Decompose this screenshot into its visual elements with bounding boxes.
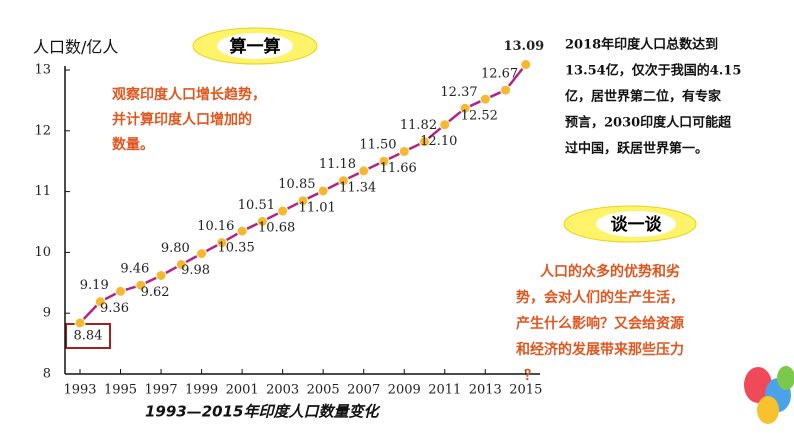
chart-title: 1993—2015年印度人口数量变化 — [145, 403, 380, 421]
data-point — [115, 285, 127, 297]
x-tick-label: 2015 — [509, 383, 542, 398]
data-label: 11.34 — [339, 180, 376, 195]
data-point — [135, 279, 147, 291]
data-label: 9.36 — [100, 301, 129, 316]
data-point — [418, 136, 430, 148]
text-line: 亿，居世界第二位，有专家 — [565, 89, 722, 105]
data-point — [479, 93, 491, 105]
data-point — [317, 185, 329, 197]
data-label: 11.82 — [400, 118, 437, 133]
data-point — [459, 102, 471, 114]
balloon — [744, 367, 772, 403]
text-line: 13.54亿，仅次于我国的4.15 — [565, 63, 741, 79]
data-label: 10.35 — [218, 241, 255, 256]
data-point — [439, 119, 451, 131]
data-label: 12.52 — [461, 109, 498, 124]
data-label: 13.09 — [503, 39, 544, 54]
data-label: 9.62 — [141, 285, 170, 300]
data-label: 12.67 — [481, 67, 518, 82]
data-label: 9.19 — [80, 278, 109, 293]
data-label: 9.46 — [120, 262, 149, 277]
text-line: 预言，2030印度人口可能超 — [565, 115, 732, 131]
badge-inner — [217, 33, 293, 59]
x-tick-label: 2009 — [388, 383, 421, 398]
data-point — [337, 175, 349, 187]
x-tick-label: 1995 — [104, 383, 137, 398]
text-line: 并计算印度人口增加的 — [112, 111, 252, 128]
data-label: 10.68 — [258, 221, 295, 236]
x-tick-label: 2005 — [307, 383, 340, 398]
data-label: 10.51 — [238, 198, 275, 213]
x-tick-label: 2001 — [226, 383, 259, 398]
text-line: 和经济的发展带来那些压力 — [516, 341, 684, 358]
data-point — [378, 155, 390, 167]
y-tick-label: 11 — [34, 184, 51, 199]
y-tick-label: 12 — [34, 123, 51, 138]
x-tick-label: 2003 — [266, 383, 299, 398]
text-line: 过中国，跃居世界第一。 — [565, 141, 708, 157]
balloon — [757, 396, 779, 424]
data-label: 10.16 — [197, 219, 234, 234]
x-tick-label: 1993 — [63, 383, 96, 398]
data-label: 11.66 — [380, 161, 417, 176]
data-point — [216, 237, 228, 249]
badge-text: 算一算 — [229, 36, 281, 57]
y-tick-label: 10 — [34, 245, 51, 260]
data-label: 12.10 — [420, 134, 457, 149]
data-point — [398, 145, 410, 157]
data-point — [175, 259, 187, 271]
data-label: 9.80 — [161, 241, 190, 256]
x-tick-label: 1997 — [145, 383, 178, 398]
data-point — [94, 296, 106, 308]
highlight-box — [65, 323, 111, 349]
data-point — [256, 215, 268, 227]
x-tick-label: 1999 — [185, 383, 218, 398]
text-line: ？ — [524, 368, 538, 384]
badge-inner — [596, 211, 676, 237]
data-label: 9.98 — [181, 263, 210, 278]
text-line: 观察印度人口增长趋势， — [112, 86, 266, 103]
y-tick-label: 9 — [43, 306, 51, 321]
text-line: 2018年印度人口总数达到 — [565, 37, 718, 53]
balloon — [777, 366, 794, 390]
data-label: 12.37 — [440, 85, 477, 100]
data-point — [500, 84, 512, 96]
data-label: 11.50 — [359, 138, 396, 153]
data-point — [236, 225, 248, 237]
badge-text: 谈一谈 — [611, 214, 663, 235]
text-line: 数量。 — [112, 136, 154, 153]
x-tick-label: 2007 — [347, 383, 380, 398]
text-line: 产生什么影响？又会给资源 — [516, 315, 684, 332]
x-tick-label: 2011 — [428, 383, 461, 398]
data-point — [277, 205, 289, 217]
data-point — [196, 248, 208, 260]
data-label: 11.18 — [319, 157, 356, 172]
y-tick-label: 13 — [34, 63, 51, 78]
text-line: 人口的众多的优势和劣 — [540, 263, 680, 280]
data-point — [520, 59, 532, 71]
x-tick-label: 2013 — [469, 383, 502, 398]
data-point — [74, 317, 86, 329]
data-label: 11.01 — [299, 200, 336, 215]
data-point — [155, 270, 167, 282]
data-label: 10.85 — [278, 177, 315, 192]
data-point — [358, 165, 370, 177]
data-label: 8.84 — [74, 328, 103, 343]
data-point — [297, 195, 309, 207]
text-line: 势，会对人们的生产生活， — [516, 289, 684, 306]
y-tick-label: 8 — [43, 367, 51, 382]
y-axis-label: 人口数/亿人 — [33, 38, 118, 57]
